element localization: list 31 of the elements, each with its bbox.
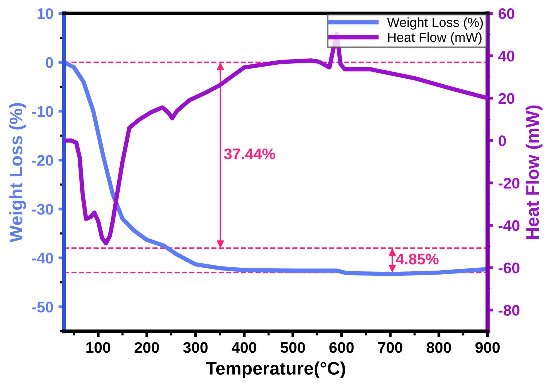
annotation: 4.85% xyxy=(396,254,439,265)
annotation: 37.44% xyxy=(224,148,276,160)
legend-label: Heat Flow (mW) xyxy=(388,32,482,45)
y-tick-label: 0 xyxy=(46,57,54,68)
y2-tick-label: -60 xyxy=(498,262,520,274)
y-tick-label: -40 xyxy=(32,253,54,264)
y2-tick-label: 20 xyxy=(498,93,515,104)
x-axis-title: Temperature(°C) xyxy=(206,362,346,379)
y2-tick-label: -80 xyxy=(498,305,520,316)
x-tick-label: 200 xyxy=(134,342,160,354)
y2-tick-label: -20 xyxy=(498,178,520,189)
y-tick-label: 10 xyxy=(38,8,54,20)
y-axis-title: Weight Loss (%) xyxy=(9,103,26,243)
y2-tick-label: 40 xyxy=(498,50,515,62)
x-tick-label: 800 xyxy=(426,342,452,354)
y2-tick-label: 60 xyxy=(498,8,515,20)
y2-axis-title: Heat Flow (mW) xyxy=(526,106,543,240)
x-tick-label: 700 xyxy=(378,342,403,354)
x-tick-label: 100 xyxy=(86,342,111,354)
y-tick-label: -20 xyxy=(32,155,54,166)
x-tick-label: 300 xyxy=(183,342,208,354)
x-tick-label: 600 xyxy=(330,342,354,354)
x-tick-label: 500 xyxy=(280,342,306,354)
y2-tick-label: -40 xyxy=(498,220,520,232)
y-tick-label: -50 xyxy=(32,302,54,313)
legend-label: Weight Loss (%) xyxy=(387,18,484,30)
y-tick-label: -30 xyxy=(32,204,54,215)
y-tick-label: -10 xyxy=(32,106,54,118)
x-tick-label: 400 xyxy=(232,342,257,354)
y2-tick-label: 0 xyxy=(498,136,506,146)
x-tick-label: 900 xyxy=(476,342,500,354)
